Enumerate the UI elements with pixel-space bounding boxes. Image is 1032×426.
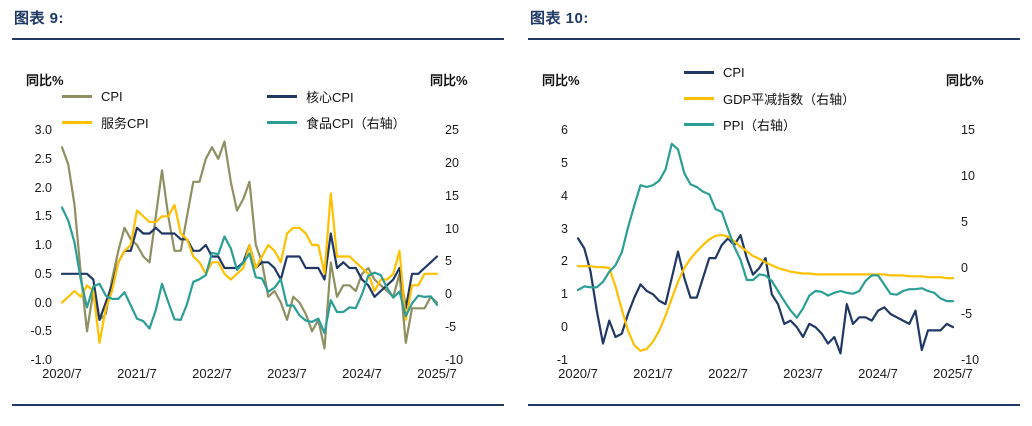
legend-swatch-core-cpi — [267, 94, 297, 98]
figure-9-left-axis-unit: 同比% — [26, 73, 64, 88]
right-axis-tick: 10 — [961, 169, 975, 183]
figure-10-legend: CPI GDP平减指数（右轴） PPI（右轴） — [684, 62, 855, 134]
figure-9-plot — [60, 140, 439, 350]
legend-item-core-cpi: 核心CPI — [267, 86, 406, 106]
right-axis-tick: 15 — [445, 188, 459, 203]
right-axis-tick: -10 — [961, 353, 980, 367]
figure-9-title: 图表 9: — [14, 10, 65, 27]
right-axis-tick: 5 — [445, 254, 452, 269]
figure-10-left-axis-unit: 同比% — [542, 73, 580, 88]
x-axis-tick: 2024/7 — [342, 366, 382, 381]
right-axis-tick: 15 — [961, 123, 975, 137]
legend-label-gdp-deflator: GDP平减指数（右轴） — [723, 91, 856, 107]
left-axis-tick: -1.0 — [30, 353, 52, 367]
left-axis-tick: 0.0 — [34, 295, 52, 310]
series-line-services-cpi — [60, 192, 439, 344]
legend-swatch-ppi — [684, 122, 714, 126]
left-axis-tick: 3 — [561, 221, 568, 236]
right-axis-tick: -10 — [445, 353, 464, 367]
legend-item-food-cpi: 食品CPI（右轴） — [267, 112, 406, 132]
figure-10-top-rule — [528, 38, 1020, 40]
left-axis-tick: 0 — [561, 320, 568, 335]
right-axis-tick: 0 — [445, 287, 452, 302]
x-axis-tick: 2021/7 — [633, 366, 673, 381]
x-axis-tick: 2023/7 — [783, 366, 823, 381]
right-axis-tick: -5 — [961, 307, 973, 321]
legend-label-cpi: CPI — [101, 88, 123, 104]
x-axis-tick: 2022/7 — [192, 366, 232, 381]
x-axis-tick: 2025/7 — [417, 366, 457, 381]
right-axis-tick: 0 — [961, 261, 968, 275]
x-axis-tick: 2021/7 — [117, 366, 157, 381]
series-line-core-cpi — [60, 226, 439, 321]
legend-item-ppi: PPI（右轴） — [684, 114, 855, 134]
legend-label-food-cpi: 食品CPI（右轴） — [306, 115, 406, 131]
x-axis-tick: 2024/7 — [858, 366, 898, 381]
figure-9-right-axis-unit: 同比% — [430, 73, 468, 88]
left-axis-tick: 6 — [561, 123, 568, 137]
legend-label-cpi: CPI — [723, 64, 745, 80]
figure-10-right-axis-unit: 同比% — [946, 73, 984, 88]
legend-item-cpi: CPI — [62, 86, 267, 106]
x-axis-tick: 2022/7 — [708, 366, 748, 381]
legend-item-services-cpi: 服务CPI — [62, 112, 267, 132]
legend-swatch-cpi — [62, 94, 92, 98]
figure-10-bottom-rule — [528, 404, 1020, 406]
left-axis-tick: 1.5 — [34, 209, 52, 224]
series-line-food-cpi — [60, 206, 439, 335]
x-axis-tick: 2020/7 — [558, 366, 598, 381]
left-axis-tick: 2 — [561, 254, 568, 269]
legend-item-gdp-deflator: GDP平减指数（右轴） — [684, 88, 855, 108]
left-axis-tick: 2.0 — [34, 180, 52, 195]
right-axis-tick: -5 — [445, 320, 457, 335]
series-line-cpi — [576, 234, 955, 355]
left-axis-tick: 1 — [561, 287, 568, 302]
legend-item-cpi: CPI — [684, 62, 855, 82]
figure-9-bottom-rule — [12, 404, 504, 406]
figure-9-top-rule — [12, 38, 504, 40]
figure-10-title: 图表 10: — [530, 10, 589, 27]
right-axis-tick: 25 — [445, 123, 459, 137]
left-axis-tick: 4 — [561, 188, 568, 203]
left-axis-tick: 2.5 — [34, 151, 52, 166]
figure-9-legend: CPI 核心CPI 服务CPI 食品CPI（右轴） — [62, 86, 406, 132]
left-axis-tick: -1 — [556, 353, 568, 367]
series-line-cpi — [60, 140, 439, 350]
left-axis-tick: -0.5 — [30, 324, 52, 339]
right-axis-tick: 10 — [445, 221, 459, 236]
right-axis-tick: 5 — [961, 215, 968, 229]
series-line-gdp-deflator — [576, 233, 955, 352]
series-line-ppi — [576, 142, 955, 319]
left-axis-tick: 0.5 — [34, 266, 52, 281]
left-axis-tick: 3.0 — [34, 123, 52, 137]
left-axis-tick: 1.0 — [34, 238, 52, 252]
x-axis-tick: 2023/7 — [267, 366, 307, 381]
legend-swatch-cpi — [684, 70, 714, 74]
figure-10-panel: 图表 10: 同比% 同比% CPI GDP平减指数（右轴） PPI（右轴） 6 5 4… — [516, 0, 1032, 426]
figure-10-plot — [576, 142, 955, 355]
x-axis-tick: 2020/7 — [42, 366, 82, 381]
figure-9-panel: 图表 9: 同比% 同比% CPI 核心CPI 服务CPI 食品CPI（右轴） 3.0… — [12, 10, 504, 406]
right-axis-tick: 20 — [445, 155, 459, 170]
legend-swatch-gdp-deflator — [684, 96, 714, 100]
legend-label-ppi: PPI（右轴） — [723, 117, 796, 133]
legend-label-services-cpi: 服务CPI — [101, 115, 149, 131]
legend-swatch-food-cpi — [267, 120, 297, 124]
legend-label-core-cpi: 核心CPI — [306, 89, 354, 105]
legend-swatch-services-cpi — [62, 120, 92, 124]
left-axis-tick: 5 — [561, 155, 568, 170]
x-axis-tick: 2025/7 — [933, 366, 973, 381]
